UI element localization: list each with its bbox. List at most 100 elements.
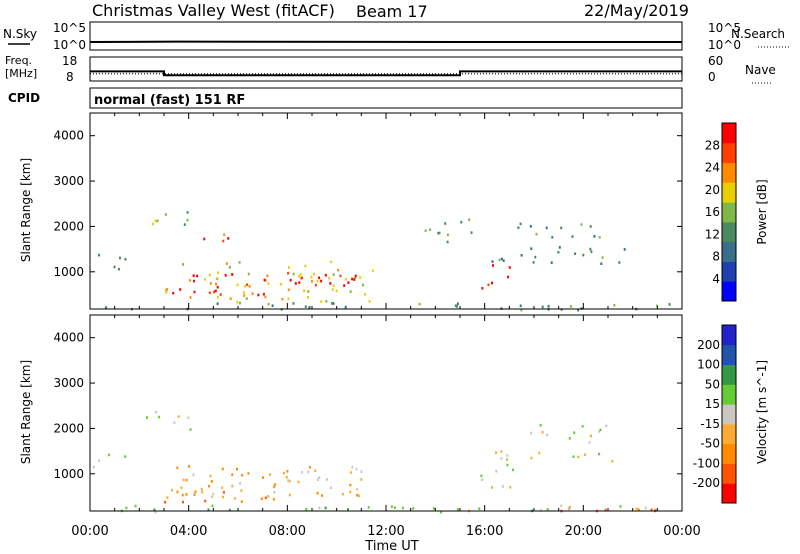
velocity-panel-cell bbox=[200, 487, 203, 491]
noise-right-tick-top: 10^5 bbox=[708, 21, 741, 35]
power-panel-cell bbox=[113, 265, 116, 269]
power-panel-cell bbox=[347, 281, 350, 284]
velocity-panel-cell bbox=[480, 474, 483, 478]
power-panel-cell bbox=[529, 225, 532, 228]
power-panel-ytick-label: 4000 bbox=[53, 129, 84, 143]
velocity-panel-colorbar-tick: -100 bbox=[693, 456, 720, 470]
power-panel-cell bbox=[470, 231, 473, 234]
power-panel-cell bbox=[192, 274, 195, 277]
velocity-colorbar: -200 -100 -50 -15 15 50 100 200 bbox=[693, 324, 737, 504]
power-panel-cell bbox=[519, 304, 522, 308]
power-panel-cell bbox=[242, 291, 245, 294]
velocity-panel-cell bbox=[355, 467, 358, 471]
power-panel-cell bbox=[491, 260, 494, 263]
power-panel-cell bbox=[569, 305, 572, 308]
velocity-panel-cell bbox=[577, 455, 580, 459]
power-panel-cell bbox=[668, 303, 671, 306]
velocity-panel-cell bbox=[341, 492, 344, 496]
power-panel-cell bbox=[332, 302, 335, 305]
velocity-panel-cell bbox=[314, 469, 317, 472]
noise-panel-frame bbox=[89, 21, 683, 51]
velocity-panel-colorbar-swatch bbox=[722, 483, 736, 504]
power-panel-cell bbox=[304, 305, 307, 308]
power-panel-cell bbox=[119, 256, 121, 260]
velocity-panel-cell bbox=[650, 508, 653, 512]
power-panel-cell bbox=[429, 228, 432, 231]
power-panel-cell bbox=[245, 297, 248, 300]
power-panel-cell bbox=[349, 290, 352, 293]
power-panel-cell bbox=[517, 226, 520, 229]
velocity-panel-cell bbox=[478, 507, 481, 510]
power-panel-cell bbox=[215, 282, 217, 286]
velocity-panel-cell bbox=[588, 441, 591, 444]
power-panel-cell bbox=[105, 306, 108, 310]
power-panel-cell bbox=[216, 277, 219, 281]
power-panel-cell bbox=[454, 304, 457, 307]
power-panel-cell bbox=[551, 236, 554, 239]
power-panel-colorbar-swatch bbox=[722, 281, 736, 302]
noise-left-tick-bottom: 10^0 bbox=[53, 38, 86, 52]
velocity-panel-cell bbox=[604, 508, 607, 512]
power-panel-cell bbox=[446, 240, 449, 244]
velocity-panel-cell bbox=[264, 496, 267, 500]
velocity-panel-cell bbox=[481, 478, 484, 481]
velocity-panel-cell bbox=[210, 480, 213, 483]
velocity-panel-cell bbox=[567, 507, 570, 511]
velocity-panel-cell bbox=[308, 466, 311, 469]
velocity-panel-cell bbox=[491, 486, 493, 489]
power-panel-cell bbox=[124, 257, 127, 261]
velocity-panel-cell bbox=[598, 452, 600, 456]
velocity-panel-colorbar-swatch bbox=[722, 384, 736, 405]
velocity-panel-colorbar-swatch bbox=[722, 344, 736, 366]
power-panel-cell bbox=[288, 266, 290, 269]
nave-label: Nave bbox=[745, 63, 776, 77]
power-panel-cell bbox=[289, 278, 292, 282]
power-panel-cell bbox=[541, 305, 544, 309]
power-panel-cell bbox=[368, 300, 371, 303]
power-panel-ytick-label: 2000 bbox=[53, 219, 84, 233]
velocity-panel-colorbar-tick: -15 bbox=[700, 417, 720, 431]
power-panel-cell bbox=[547, 304, 550, 308]
power-panel-cell bbox=[208, 291, 211, 294]
power-panel-cell bbox=[310, 280, 313, 283]
power-panel-cell bbox=[534, 255, 537, 259]
velocity-panel-cell bbox=[541, 431, 544, 434]
velocity-panel-colorbar-swatch bbox=[722, 463, 736, 484]
power-panel-colorbar-tick: 12 bbox=[705, 227, 720, 241]
power-colorbar: 4 8 12 16 20 24 28 bbox=[705, 122, 737, 302]
power-panel-colorbar-tick: 8 bbox=[712, 250, 720, 264]
power-panel-cell bbox=[351, 277, 354, 281]
power-panel-cell bbox=[298, 274, 301, 278]
power-panel-cell bbox=[222, 239, 225, 243]
power-panel-cell bbox=[344, 277, 347, 281]
velocity-panel-cell bbox=[512, 468, 514, 472]
velocity-panel-cell bbox=[180, 486, 183, 490]
power-data-layer bbox=[98, 211, 671, 312]
power-panel-colorbar-swatch bbox=[722, 261, 736, 282]
power-panel-cell bbox=[344, 305, 347, 309]
velocity-panel-cell bbox=[316, 491, 319, 495]
power-panel-cell bbox=[456, 302, 459, 306]
velocity-panel-cell bbox=[240, 489, 243, 492]
power-panel-cell bbox=[491, 281, 493, 285]
power-panel-cell bbox=[292, 272, 295, 276]
power-panel-cell bbox=[560, 226, 563, 230]
power-panel-cell bbox=[179, 288, 182, 291]
velocity-panel-cell bbox=[538, 451, 541, 455]
freq-label-b: [MHz] bbox=[5, 67, 37, 80]
power-panel-cell bbox=[172, 291, 175, 295]
power-panel-cell bbox=[217, 271, 220, 274]
velocity-panel-cell bbox=[185, 493, 188, 496]
power-panel-cell bbox=[165, 288, 168, 291]
power-panel-cell bbox=[216, 285, 219, 289]
power-panel-cell bbox=[339, 274, 342, 278]
time-axis-ticks: 00:00 04:00 08:00 12:00 16:00 20:00 00:00 bbox=[71, 524, 700, 539]
velocity-panel-cell bbox=[176, 490, 179, 494]
velocity-panel-cell bbox=[325, 478, 328, 481]
velocity-panel-colorbar-swatch bbox=[722, 443, 736, 464]
power-panel-cell bbox=[298, 281, 301, 284]
power-panel-cell bbox=[214, 289, 217, 293]
velocity-panel-cell bbox=[590, 434, 592, 438]
time-tick-label: 20:00 bbox=[565, 524, 602, 539]
